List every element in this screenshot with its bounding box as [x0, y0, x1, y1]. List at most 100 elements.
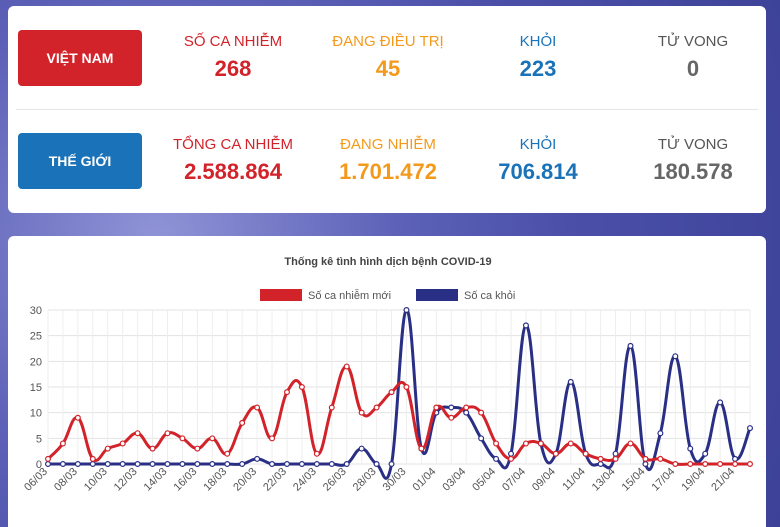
data-point-recovered[interactable]: [508, 450, 515, 457]
legend-label-recovered[interactable]: Số ca khỏi: [464, 290, 515, 302]
data-point-recovered[interactable]: [732, 455, 739, 462]
data-point-recovered[interactable]: [746, 425, 753, 432]
data-point-infected[interactable]: [164, 430, 171, 437]
data-point-infected[interactable]: [388, 389, 395, 396]
data-point-recovered[interactable]: [59, 461, 66, 468]
data-point-recovered[interactable]: [522, 322, 529, 329]
vietnam-button[interactable]: VIỆT NAM: [18, 30, 142, 86]
vietnam-row: VIỆT NAM SỐ CA NHIỄM 268 ĐANG ĐIỀU TRỊ 4…: [8, 6, 766, 106]
data-point-recovered[interactable]: [672, 353, 679, 360]
data-point-infected[interactable]: [702, 461, 709, 468]
data-point-infected[interactable]: [343, 363, 350, 370]
data-point-recovered[interactable]: [179, 461, 186, 468]
data-point-recovered[interactable]: [209, 461, 216, 468]
data-point-recovered[interactable]: [612, 450, 619, 457]
legend-label-infected[interactable]: Số ca nhiễm mới: [308, 289, 391, 302]
data-point-infected[interactable]: [627, 440, 634, 447]
data-point-infected[interactable]: [463, 404, 470, 411]
world-button[interactable]: THẾ GIỚI: [18, 133, 142, 189]
data-point-recovered[interactable]: [717, 399, 724, 406]
data-point-infected[interactable]: [552, 450, 559, 457]
data-point-infected[interactable]: [134, 430, 141, 437]
data-point-recovered[interactable]: [283, 461, 290, 468]
data-point-recovered[interactable]: [373, 461, 380, 468]
data-point-infected[interactable]: [403, 384, 410, 391]
data-point-recovered[interactable]: [597, 461, 604, 468]
data-point-infected[interactable]: [179, 435, 186, 442]
data-point-recovered[interactable]: [134, 461, 141, 468]
data-point-infected[interactable]: [537, 440, 544, 447]
data-point-infected[interactable]: [478, 409, 485, 416]
data-point-infected[interactable]: [582, 450, 589, 457]
legend-swatch-recovered: [416, 289, 458, 301]
data-point-infected[interactable]: [254, 404, 261, 411]
data-point-infected[interactable]: [373, 404, 380, 411]
data-point-infected[interactable]: [672, 461, 679, 468]
data-point-recovered[interactable]: [403, 306, 410, 313]
data-point-recovered[interactable]: [642, 461, 649, 468]
data-point-infected[interactable]: [418, 445, 425, 452]
data-point-recovered[interactable]: [687, 445, 694, 452]
data-point-infected[interactable]: [567, 440, 574, 447]
data-point-infected[interactable]: [687, 461, 694, 468]
data-point-recovered[interactable]: [448, 404, 455, 411]
data-point-infected[interactable]: [508, 455, 515, 462]
data-point-recovered[interactable]: [149, 461, 156, 468]
data-point-infected[interactable]: [104, 445, 111, 452]
data-point-recovered[interactable]: [702, 450, 709, 457]
data-point-recovered[interactable]: [89, 461, 96, 468]
data-point-infected[interactable]: [283, 389, 290, 396]
data-point-infected[interactable]: [269, 435, 276, 442]
x-tick-label: 22/03: [261, 466, 289, 494]
data-point-infected[interactable]: [612, 455, 619, 462]
data-point-infected[interactable]: [657, 455, 664, 462]
data-point-infected[interactable]: [732, 461, 739, 468]
data-point-recovered[interactable]: [388, 461, 395, 468]
data-point-infected[interactable]: [59, 440, 66, 447]
data-point-infected[interactable]: [313, 450, 320, 457]
data-point-infected[interactable]: [239, 419, 246, 426]
data-point-infected[interactable]: [149, 445, 156, 452]
data-point-infected[interactable]: [44, 455, 51, 462]
data-point-infected[interactable]: [224, 450, 231, 457]
data-point-recovered[interactable]: [463, 409, 470, 416]
data-point-recovered[interactable]: [104, 461, 111, 468]
data-point-recovered[interactable]: [657, 430, 664, 437]
data-point-infected[interactable]: [119, 440, 126, 447]
data-point-infected[interactable]: [717, 461, 724, 468]
data-point-infected[interactable]: [448, 414, 455, 421]
data-point-recovered[interactable]: [269, 461, 276, 468]
data-point-infected[interactable]: [328, 404, 335, 411]
data-point-recovered[interactable]: [328, 461, 335, 468]
x-tick-label: 14/03: [142, 466, 170, 494]
data-point-infected[interactable]: [74, 414, 81, 421]
data-point-infected[interactable]: [194, 445, 201, 452]
data-point-infected[interactable]: [493, 440, 500, 447]
data-point-infected[interactable]: [746, 461, 753, 468]
data-point-recovered[interactable]: [298, 461, 305, 468]
data-point-recovered[interactable]: [224, 461, 231, 468]
data-point-infected[interactable]: [89, 455, 96, 462]
data-point-infected[interactable]: [642, 455, 649, 462]
data-point-infected[interactable]: [298, 384, 305, 391]
data-point-recovered[interactable]: [358, 445, 365, 452]
data-point-recovered[interactable]: [119, 461, 126, 468]
data-point-infected[interactable]: [358, 409, 365, 416]
data-point-recovered[interactable]: [254, 455, 261, 462]
data-point-recovered[interactable]: [44, 461, 51, 468]
data-point-recovered[interactable]: [164, 461, 171, 468]
data-point-recovered[interactable]: [478, 435, 485, 442]
data-point-recovered[interactable]: [627, 342, 634, 349]
data-point-recovered[interactable]: [567, 378, 574, 385]
data-point-recovered[interactable]: [194, 461, 201, 468]
data-point-recovered[interactable]: [493, 455, 500, 462]
data-point-infected[interactable]: [522, 440, 529, 447]
data-point-recovered[interactable]: [74, 461, 81, 468]
data-point-recovered[interactable]: [239, 461, 246, 468]
data-point-recovered[interactable]: [313, 461, 320, 468]
stat-value: 268: [214, 56, 252, 81]
data-point-recovered[interactable]: [343, 461, 350, 468]
data-point-infected[interactable]: [433, 404, 440, 411]
data-point-infected[interactable]: [597, 455, 604, 462]
data-point-infected[interactable]: [209, 435, 216, 442]
